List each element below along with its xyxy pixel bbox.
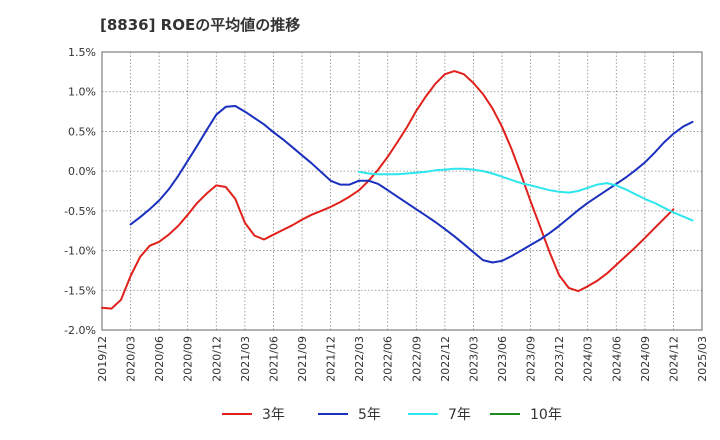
y-tick-label: 1.0% [68, 86, 96, 99]
x-tick-label: 2023/06 [496, 336, 509, 382]
axis-layer: 1.5% 1.0% 0.5% 0.0% -0.5% -1.0% -1.5% -2.0%2019… [64, 46, 709, 382]
x-tick-label: 2020/09 [182, 336, 195, 382]
legend-label-7年: 7年 [448, 407, 471, 423]
legend-label-10年: 10年 [530, 407, 562, 423]
x-tick-label: 2023/12 [553, 336, 566, 382]
series-line-7年 [358, 167, 694, 222]
series-line-3年 [101, 70, 675, 310]
legend: 3年 5年 7年 10年 [222, 407, 562, 423]
x-tick-label: 2021/06 [267, 336, 280, 382]
y-tick-label: 0.5% [68, 125, 96, 138]
series-line-5年 [129, 105, 694, 264]
x-tick-label: 2024/12 [667, 336, 680, 382]
legend-label-5年: 5年 [358, 407, 381, 423]
y-tick-label: -1.5% [64, 284, 96, 297]
y-tick-label: -2.0% [64, 324, 96, 337]
x-tick-label: 2024/03 [582, 336, 595, 382]
y-tick-label: -1.0% [64, 245, 96, 258]
x-tick-label: 2022/03 [353, 336, 366, 382]
chart-title: [8836] ROEの平均値の推移 [100, 16, 300, 34]
x-tick-label: 2022/06 [382, 336, 395, 382]
x-tick-label: 2021/09 [296, 336, 309, 382]
x-tick-label: 2022/12 [439, 336, 452, 382]
y-tick-label: 1.5% [68, 46, 96, 59]
legend-label-3年: 3年 [262, 407, 285, 423]
y-tick-label: 0.0% [68, 165, 96, 178]
y-tick-label: -0.5% [64, 205, 96, 218]
x-tick-label: 2024/06 [610, 336, 623, 382]
x-tick-label: 2020/06 [153, 336, 166, 382]
x-tick-label: 2020/12 [210, 336, 223, 382]
x-tick-label: 2020/03 [125, 336, 138, 382]
series-layer [101, 70, 694, 310]
x-tick-label: 2024/09 [639, 336, 652, 382]
grid-layer [101, 51, 703, 331]
x-tick-label: 2021/12 [325, 336, 338, 382]
x-tick-label: 2023/09 [525, 336, 538, 382]
plot-frame [101, 51, 703, 331]
x-tick-label: 2019/12 [96, 336, 109, 382]
x-tick-label: 2025/03 [696, 336, 709, 382]
x-tick-label: 2023/03 [467, 336, 480, 382]
x-tick-label: 2021/03 [239, 336, 252, 382]
x-tick-label: 2022/09 [410, 336, 423, 382]
